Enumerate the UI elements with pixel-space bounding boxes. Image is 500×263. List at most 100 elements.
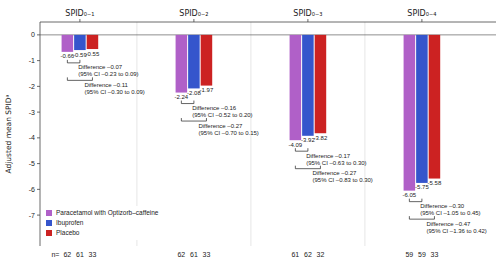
group-divider <box>364 22 365 246</box>
bracket <box>67 77 68 80</box>
n-value: 59 <box>418 251 426 258</box>
bar <box>404 35 416 191</box>
n-value: 62 <box>304 251 312 258</box>
annotation-line: (95% CI –1.36 to 0.42) <box>426 228 486 234</box>
x-tick-label: SPID₀₋₂ <box>179 9 208 18</box>
annotation: Difference –0.07(95% CI –0.23 to 0.09) <box>78 64 138 77</box>
bracket <box>421 199 422 202</box>
bar <box>188 35 200 89</box>
annotation-line: Difference –0.16 <box>192 105 237 111</box>
y-tick <box>37 112 40 113</box>
annotation-line: (95% CI –0.63 to 0.30) <box>306 160 366 166</box>
bracket <box>295 166 296 169</box>
legend-label: Placebo <box>56 229 80 236</box>
legend-swatch <box>46 220 52 226</box>
bracket <box>307 148 308 151</box>
y-tick <box>37 86 40 87</box>
bar <box>201 35 213 86</box>
x-tick <box>193 19 194 22</box>
bar <box>176 35 188 93</box>
y-tick <box>37 189 40 190</box>
bars <box>62 35 441 191</box>
annotation: Difference –0.27(95% CI –0.70 to 0.15) <box>198 123 258 136</box>
y-tick <box>37 215 40 216</box>
bracket <box>181 121 206 122</box>
annotation-line: (95% CI –0.83 to 0.30) <box>312 177 372 183</box>
annotation-line: Difference –0.30 <box>420 203 465 209</box>
x-tick <box>79 19 80 22</box>
bracket <box>79 60 80 63</box>
n-value: 33 <box>431 251 439 258</box>
bracket <box>320 166 321 169</box>
x-tick-label: SPID₀₋₁ <box>65 9 94 18</box>
data-label: -6.05 <box>403 192 417 198</box>
annotation: Difference –0.17(95% CI –0.63 to 0.30) <box>306 153 366 166</box>
x-axis-line <box>40 22 496 23</box>
bracket <box>295 148 296 151</box>
y-tick <box>37 34 40 35</box>
x-tick <box>307 19 308 22</box>
n-value: 61 <box>291 251 299 258</box>
bracket <box>409 201 422 202</box>
n-value: 61 <box>190 251 198 258</box>
y-tick-label: -2 <box>29 83 35 90</box>
bracket <box>67 60 68 63</box>
annotation-line: (95% CI –0.70 to 0.15) <box>198 130 258 136</box>
n-value: 33 <box>89 251 97 258</box>
bar <box>74 35 86 50</box>
x-tick-label: SPID₀₋₄ <box>407 9 436 18</box>
annotation-line: Difference –0.17 <box>306 153 351 159</box>
chart: 0-1-2-3-4-5-6-7Adjusted mean SPIDᵃSPID₀₋… <box>0 0 500 263</box>
annotation-line: (95% CI –0.30 to 0.09) <box>84 89 144 95</box>
legend-swatch <box>46 210 52 216</box>
bar <box>416 35 428 183</box>
bracket <box>206 118 207 121</box>
bar <box>62 35 74 52</box>
annotation-line: Difference –0.27 <box>198 123 243 129</box>
bracket <box>409 199 410 202</box>
annotation-line: Difference –0.27 <box>312 170 357 176</box>
bracket <box>434 216 435 219</box>
legend-label: Ibuprofen <box>56 219 84 227</box>
n-label: n= <box>51 251 59 258</box>
n-value: 62 <box>63 251 71 258</box>
bar <box>302 35 314 136</box>
annotation-line: (95% CI –0.52 to 0.20) <box>192 112 252 118</box>
bar <box>87 35 99 49</box>
data-label: -3.82 <box>314 135 328 141</box>
bracket <box>295 151 308 152</box>
legend-swatch <box>46 230 52 236</box>
n-value: 32 <box>317 251 325 258</box>
y-tick-label: -6 <box>29 186 35 193</box>
bracket <box>67 80 92 81</box>
y-tick-label: -7 <box>29 212 35 219</box>
y-tick <box>37 137 40 138</box>
y-tick-label: -1 <box>29 57 35 64</box>
n-value: 59 <box>405 251 413 258</box>
data-label: -1.97 <box>200 87 214 93</box>
y-tick-label: -5 <box>29 160 35 167</box>
y-tick-label: -4 <box>29 134 35 141</box>
annotation: Difference –0.30(95% CI –1.05 to 0.45) <box>420 203 480 216</box>
x-tick-label: SPID₀₋₃ <box>293 9 322 18</box>
bracket <box>409 216 410 219</box>
legend: Paracetamol with Optizorb–caffeineIbupro… <box>44 206 163 240</box>
y-axis-label: Adjusted mean SPIDᵃ <box>4 94 13 173</box>
legend-background <box>44 206 163 240</box>
bracket <box>181 101 182 104</box>
bar <box>429 35 441 179</box>
annotation: Difference –0.16(95% CI –0.52 to 0.20) <box>192 105 252 118</box>
bracket <box>181 103 194 104</box>
bar <box>290 35 302 140</box>
bracket <box>409 219 434 220</box>
n-value: 62 <box>177 251 185 258</box>
annotation-line: Difference –0.07 <box>78 64 123 70</box>
annotation: Difference –0.11(95% CI –0.30 to 0.09) <box>84 82 144 95</box>
y-tick <box>37 60 40 61</box>
data-label: -0.55 <box>86 51 100 57</box>
bracket <box>193 101 194 104</box>
bar <box>315 35 327 133</box>
y-axis-line <box>40 22 41 246</box>
n-value: 61 <box>76 251 84 258</box>
data-label: -5.58 <box>428 180 442 186</box>
